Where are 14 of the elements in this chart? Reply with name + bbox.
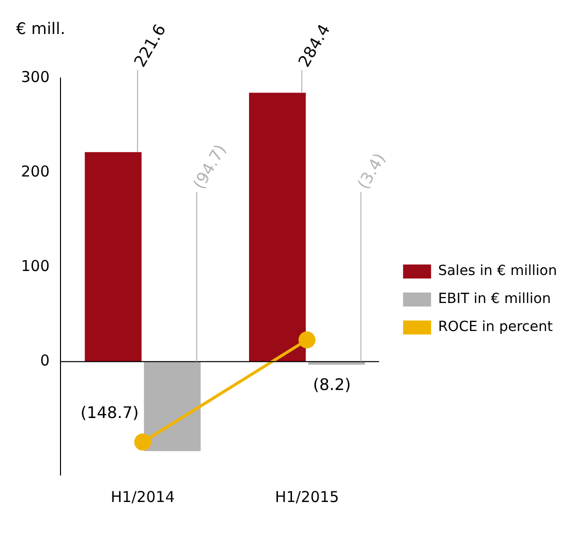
legend-label: Sales in € million	[438, 263, 558, 280]
legend-label: ROCE in percent	[438, 319, 554, 336]
y-tick-label: 300	[20, 68, 50, 86]
bar	[249, 92, 306, 362]
legend-label: EBIT in € million	[438, 291, 551, 308]
data-label: (8.2)	[312, 375, 351, 394]
bar	[84, 152, 142, 362]
y-axis-title: € mill.	[16, 19, 66, 38]
y-tick-label: 200	[20, 162, 50, 180]
data-label: (148.7)	[80, 403, 139, 422]
x-tick-label: H1/2014	[110, 488, 175, 506]
y-tick-label: 100	[20, 256, 50, 275]
y-tick-label: 0	[40, 351, 50, 370]
x-tick-label: H1/2015	[274, 488, 339, 506]
